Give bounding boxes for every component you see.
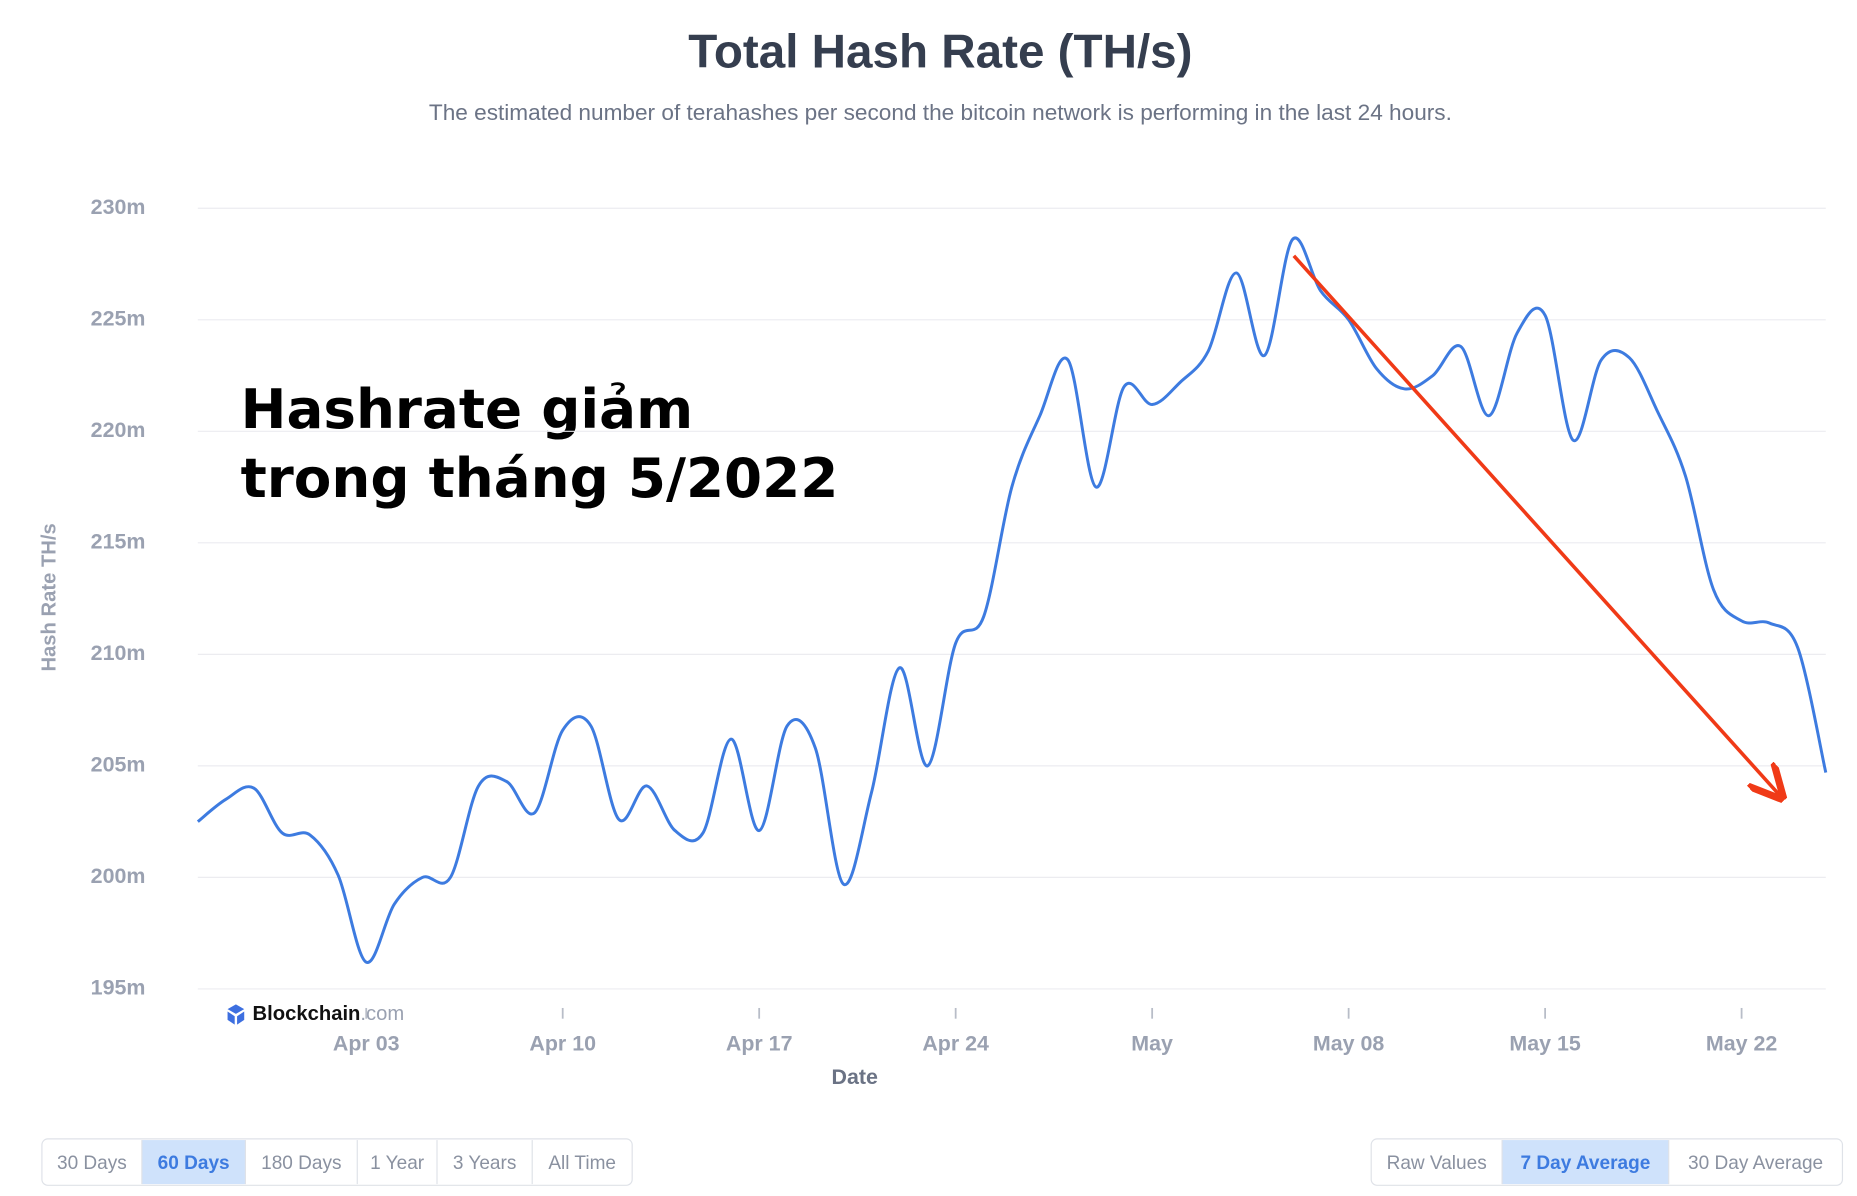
y-tick-label: 210m [91, 641, 146, 665]
y-axis-title: Hash Rate TH/s [39, 523, 61, 671]
controls: 30 Days 60 Days 180 Days 1 Year 3 Years All T… [41, 1138, 1844, 1186]
x-tick-label: Apr 10 [529, 1032, 596, 1056]
button[interactable]: 3 Years [436, 1140, 532, 1185]
watermark: Blockchain.com [227, 1003, 405, 1025]
chart-title: Total Hash Rate (TH/s) [688, 25, 1192, 78]
annotation: trong tháng 5/2022 [241, 446, 839, 510]
button[interactable]: 7 Day Average [1501, 1140, 1669, 1185]
y-tick-label: 230m [91, 195, 146, 219]
button-bg [141, 1140, 246, 1185]
logo-brand: Blockchain [253, 1003, 361, 1025]
y-tick-label: 200m [91, 864, 146, 888]
logo-icon [227, 1004, 245, 1025]
x-tick-label: May [1131, 1032, 1173, 1056]
line [196, 236, 1828, 964]
x-tick-label: May 08 [1313, 1032, 1384, 1056]
button[interactable]: 180 Days [244, 1140, 357, 1185]
x-tick-label: Apr 17 [726, 1032, 793, 1056]
button-label: 60 Days [158, 1153, 230, 1174]
button-bg [1502, 1140, 1669, 1185]
x-tick-label: May 15 [1509, 1032, 1580, 1056]
button-label: 30 Day Average [1688, 1153, 1823, 1174]
x-tick-label: Apr 03 [333, 1032, 400, 1056]
x-tick-label: Apr 24 [922, 1032, 989, 1056]
button-label: All Time [548, 1153, 616, 1174]
logo-suffix: .com [360, 1003, 404, 1025]
button[interactable]: 30 Day Average [1668, 1140, 1843, 1185]
annotation: Hashrate giảm [241, 377, 693, 441]
x-tick-label: May 22 [1706, 1032, 1777, 1056]
button-label: 30 Days [57, 1153, 127, 1174]
plot: 195m 200m 205m 210m 215m 220m 225m 230m Apr 03 Ap… [91, 195, 1828, 1056]
y-tick-label: 195m [91, 976, 146, 1000]
trend-arrow [1292, 254, 1780, 795]
y-tick-label: 205m [91, 753, 146, 777]
button-label: Raw Values [1387, 1153, 1487, 1174]
button[interactable]: 1 Year [356, 1140, 437, 1185]
button-label: 1 Year [370, 1153, 425, 1174]
y-tick-label: 215m [91, 529, 146, 553]
logo-text: Blockchain.com [253, 1003, 405, 1025]
y-tick-label: 220m [91, 418, 146, 442]
button[interactable]: 30 Days [42, 1140, 142, 1184]
button[interactable]: All Time [531, 1140, 632, 1185]
button[interactable]: 60 Days [141, 1140, 246, 1185]
button-label: 180 Days [261, 1153, 341, 1174]
chart-subtitle: The estimated number of terahashes per s… [429, 100, 1452, 125]
y-tick-label: 225m [91, 306, 146, 330]
button-label: 7 Day Average [1521, 1153, 1651, 1174]
button[interactable]: Raw Values [1371, 1140, 1502, 1184]
button-label: 3 Years [453, 1153, 516, 1174]
x-axis-title: Date [832, 1065, 878, 1089]
